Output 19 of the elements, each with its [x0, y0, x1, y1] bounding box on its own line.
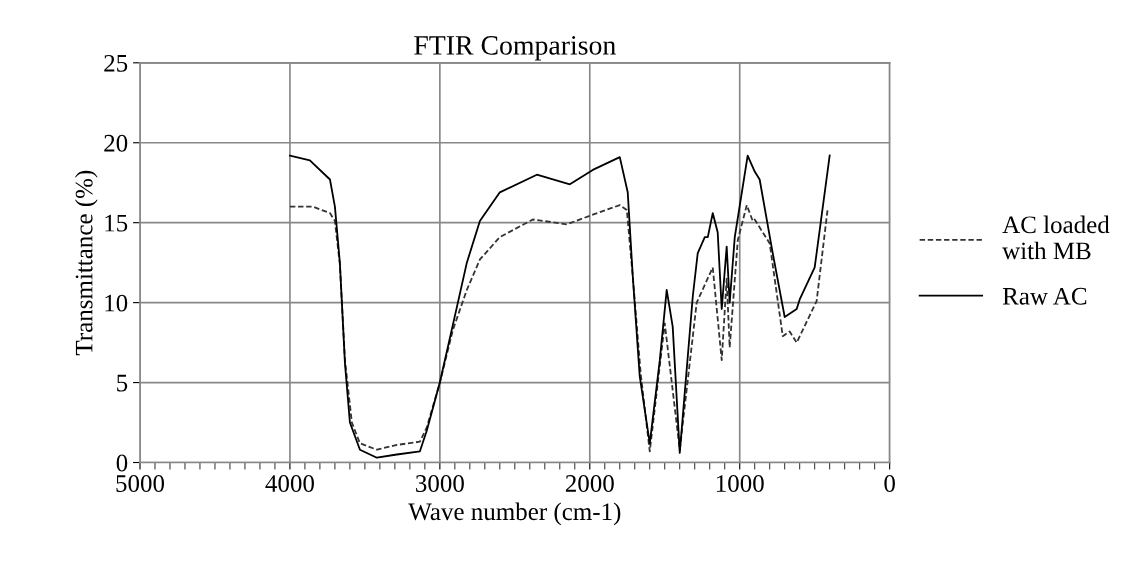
y-tick-label: 10: [105, 294, 128, 312]
line-series: [289, 154, 831, 459]
y-tick-label: 25: [104, 54, 128, 72]
y-axis-title: Transmittance (%): [74, 170, 98, 356]
y-tick-label: 0: [116, 454, 128, 472]
y-tick-label: 5: [117, 374, 128, 392]
line-series: [289, 204, 829, 453]
x-tick-label: 2000: [565, 475, 614, 492]
x-tick-label: 3000: [416, 475, 464, 492]
y-tick-label: 15: [105, 214, 128, 232]
y-tick-label: 20: [104, 134, 128, 152]
x-tick-label: 5000: [116, 475, 165, 492]
x-tick-label: 0: [884, 475, 895, 492]
x-axis-title: Wave number (cm-1): [408, 502, 621, 526]
x-tick-label: 4000: [265, 475, 314, 492]
chart-title: FTIR Comparison: [414, 36, 616, 61]
legend-label: Raw AC: [1002, 287, 1087, 305]
legend-label: AC loaded with MB: [1002, 215, 1110, 260]
x-tick-label: 1000: [716, 475, 764, 492]
